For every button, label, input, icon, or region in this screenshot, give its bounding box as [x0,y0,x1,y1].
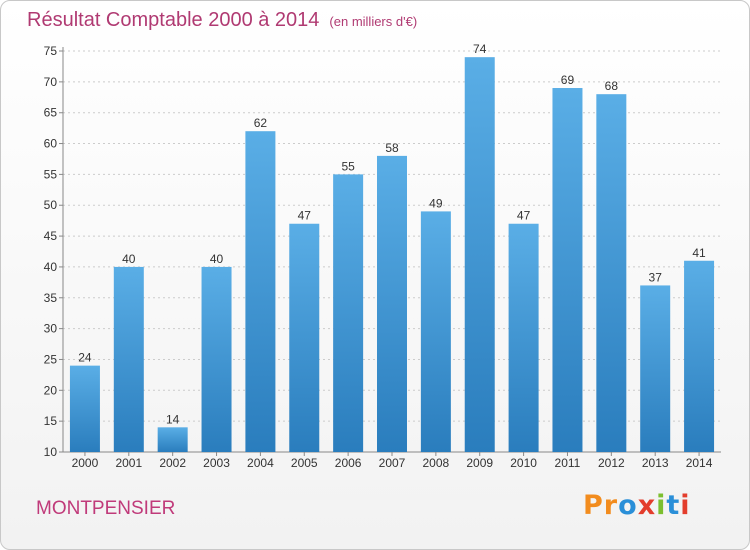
x-tick-label-2010: 2010 [510,456,537,470]
chart-title: Résultat Comptable 2000 à 2014 [27,9,320,31]
x-tick-label-2008: 2008 [423,456,450,470]
bar-2012 [596,94,627,452]
value-label-2012: 68 [605,79,619,93]
x-tick-label-2009: 2009 [466,456,493,470]
proxiti-logo: Proxiti [583,490,691,521]
logo-letter: P [583,490,604,521]
value-label-2001: 40 [122,252,136,266]
x-tick-label-2012: 2012 [598,456,625,470]
logo-letter: i [680,490,691,521]
bar-2007 [377,155,407,452]
bar-2000 [69,365,100,452]
bar-2004 [245,131,276,452]
x-tick-label-2002: 2002 [159,456,186,470]
bar-2005 [289,223,320,452]
value-label-2010: 47 [517,209,531,223]
value-label-2000: 24 [78,351,92,365]
x-tick-label-2004: 2004 [247,456,274,470]
logo-letter: o [618,490,638,521]
value-label-2007: 58 [385,141,399,155]
y-tick-label: 70 [44,75,58,89]
logo-letter: r [603,490,619,521]
x-tick-label-2007: 2007 [379,456,406,470]
city-name: MONTPENSIER [36,498,176,519]
value-label-2003: 40 [210,252,224,266]
value-label-2006: 55 [341,159,355,173]
bar-2001 [113,266,144,452]
y-tick-label: 40 [44,260,58,274]
x-tick-label-2001: 2001 [115,456,142,470]
y-tick-label: 55 [44,167,58,181]
value-label-2004: 62 [254,116,268,130]
x-tick-label-2014: 2014 [686,456,713,470]
y-tick-label: 60 [44,137,58,151]
bar-2014 [684,260,715,452]
bar-2002 [157,427,188,452]
x-tick-label-2003: 2003 [203,456,230,470]
chart-unit: (en milliers d'€) [329,14,418,29]
y-tick-label: 10 [44,445,58,459]
bar-2009 [464,57,495,453]
y-tick-label: 15 [44,414,58,428]
value-label-2013: 37 [649,270,663,284]
x-tick-label-2006: 2006 [335,456,362,470]
y-tick-label: 25 [44,352,58,366]
x-tick-label-2013: 2013 [642,456,669,470]
value-label-2011: 69 [561,73,575,87]
labels: 10 15 20 25 30 35 40 45 50 55 60 65 70 75 24 2000 40 2001… [44,42,713,470]
value-label-2014: 41 [692,246,706,260]
bar-2010 [508,223,539,452]
bars [69,57,715,453]
value-label-2008: 49 [429,196,443,210]
y-tick-label: 35 [44,291,58,305]
bar-2006 [333,174,364,452]
value-label-2005: 47 [298,209,312,223]
bar-2013 [640,285,671,452]
value-label-2002: 14 [166,412,180,426]
y-tick-label: 45 [44,229,58,243]
y-tick-label: 50 [44,198,58,212]
x-tick-label-2000: 2000 [72,456,99,470]
x-tick-label-2011: 2011 [555,456,581,470]
bar-2011 [552,88,583,452]
bar-2008 [420,211,451,452]
logo-letter: t [666,490,681,521]
y-tick-label: 65 [44,106,58,120]
y-tick-label: 75 [44,44,58,58]
bar-2003 [201,266,232,452]
x-tick-label-2005: 2005 [291,456,318,470]
value-label-2009: 74 [473,42,487,56]
logo-letter: x [637,490,657,521]
title-row: Résultat Comptable 2000 à 2014 (en millie… [27,9,417,32]
y-tick-label: 30 [44,322,58,336]
y-tick-label: 20 [44,383,58,397]
logo-letter: i [656,490,667,521]
